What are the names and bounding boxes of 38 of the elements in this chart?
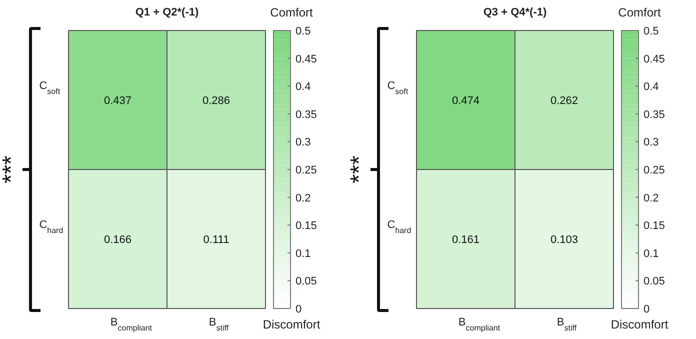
color-bar-label: 0 [296, 304, 302, 316]
color-bar-label: 0.5 [644, 26, 659, 38]
data-label: 0.286 [202, 95, 230, 107]
data-label: 0.161 [452, 234, 480, 246]
color-bar-label: 0.05 [296, 276, 317, 288]
color-bar-label: 0.05 [644, 276, 665, 288]
color-bar-label: 0.3 [644, 136, 659, 149]
chart-title: Q3 + Q4*(-1) [483, 6, 547, 18]
text: Comfort [270, 6, 314, 20]
chart-title: Q1 + Q2*(-1) [135, 6, 199, 18]
color-bar-label: 0.35 [296, 108, 317, 121]
color-bar-label: 0.15 [296, 220, 317, 232]
data-label: 0.111 [203, 234, 230, 246]
text: Comfort [618, 6, 662, 20]
color-bar-label: 0.4 [296, 81, 311, 94]
color-bar-label: 0.5 [296, 26, 311, 38]
data-label: 0.437 [104, 95, 132, 107]
data-label: 0.262 [550, 95, 578, 107]
data-label: 0.474 [452, 95, 480, 107]
color-bar-label: 0.1 [296, 248, 311, 260]
color-bar-label: 0.3 [296, 136, 311, 149]
color-bar-label: 0.25 [644, 164, 665, 176]
color-bar-label: 0.2 [296, 192, 311, 204]
text: *** [0, 155, 25, 184]
color-bar-label: 0.2 [644, 192, 659, 204]
text: Discomfort [262, 318, 321, 332]
color-bar-label: 0.45 [296, 53, 317, 66]
data-label: 0.166 [104, 234, 132, 246]
text: Discomfort [610, 318, 669, 332]
color-bar-label: 0.25 [296, 164, 317, 176]
color-bar-label: 0 [644, 304, 650, 316]
color-bar-label: 0.4 [644, 81, 659, 94]
color-bar-label: 0.15 [644, 220, 665, 232]
color-bar-label: 0.45 [644, 53, 665, 66]
color-bar-label: 0.1 [644, 248, 659, 260]
text: *** [346, 155, 373, 184]
data-label: 0.103 [550, 234, 578, 246]
color-bar-label: 0.35 [644, 108, 665, 121]
